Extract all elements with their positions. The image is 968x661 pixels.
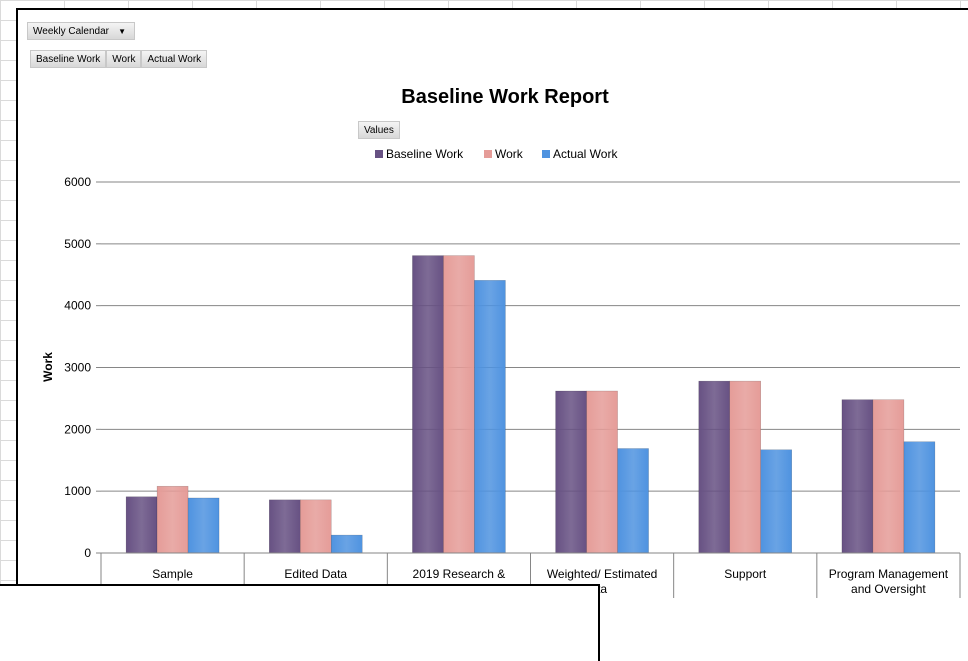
bar [873, 400, 904, 553]
grid-lines [101, 182, 960, 553]
legend-label: Actual Work [553, 147, 618, 161]
bar [126, 497, 157, 553]
x-tick-label: Support [724, 567, 767, 581]
y-tick-label: 3000 [64, 361, 91, 375]
bar [556, 391, 587, 553]
x-tick-label: and Oversight [851, 582, 926, 596]
bar [331, 535, 362, 553]
y-tick-label: 5000 [64, 237, 91, 251]
y-tick-label: 1000 [64, 484, 91, 498]
legend-label: Baseline Work [386, 147, 464, 161]
bar [904, 442, 935, 553]
legend-label: Work [495, 147, 524, 161]
legend-swatch [484, 150, 492, 158]
x-tick-label: Weighted/ Estimated [547, 567, 658, 581]
x-tick-label: Edited Data [284, 567, 347, 581]
x-tick-label: Program Management [829, 567, 949, 581]
legend-swatch [542, 150, 550, 158]
bar [618, 449, 649, 553]
y-tick-label: 4000 [64, 299, 91, 313]
overlay-panel [0, 584, 600, 661]
bar [587, 391, 618, 553]
legend: Baseline Work Work Actual Work [375, 147, 618, 161]
bar [474, 280, 505, 553]
bar [269, 500, 300, 553]
bar [699, 381, 730, 553]
bar [730, 381, 761, 553]
bar [188, 498, 219, 553]
x-tick-label: 2019 Research & [413, 567, 506, 581]
y-tick-label: 2000 [64, 422, 91, 436]
y-axis-ticks: 0 1000 2000 3000 4000 5000 6000 [64, 175, 101, 560]
y-tick-label: 0 [84, 546, 91, 560]
y-axis-label: Work [41, 352, 55, 382]
bar [412, 256, 443, 553]
bar [157, 486, 188, 553]
bar [443, 256, 474, 553]
bars [126, 256, 935, 553]
bar [761, 450, 792, 553]
y-tick-label: 6000 [64, 175, 91, 189]
bar [300, 500, 331, 553]
bar [842, 400, 873, 553]
chart-title: Baseline Work Report [401, 86, 609, 108]
x-tick-label: Sample [152, 567, 193, 581]
legend-swatch [375, 150, 383, 158]
